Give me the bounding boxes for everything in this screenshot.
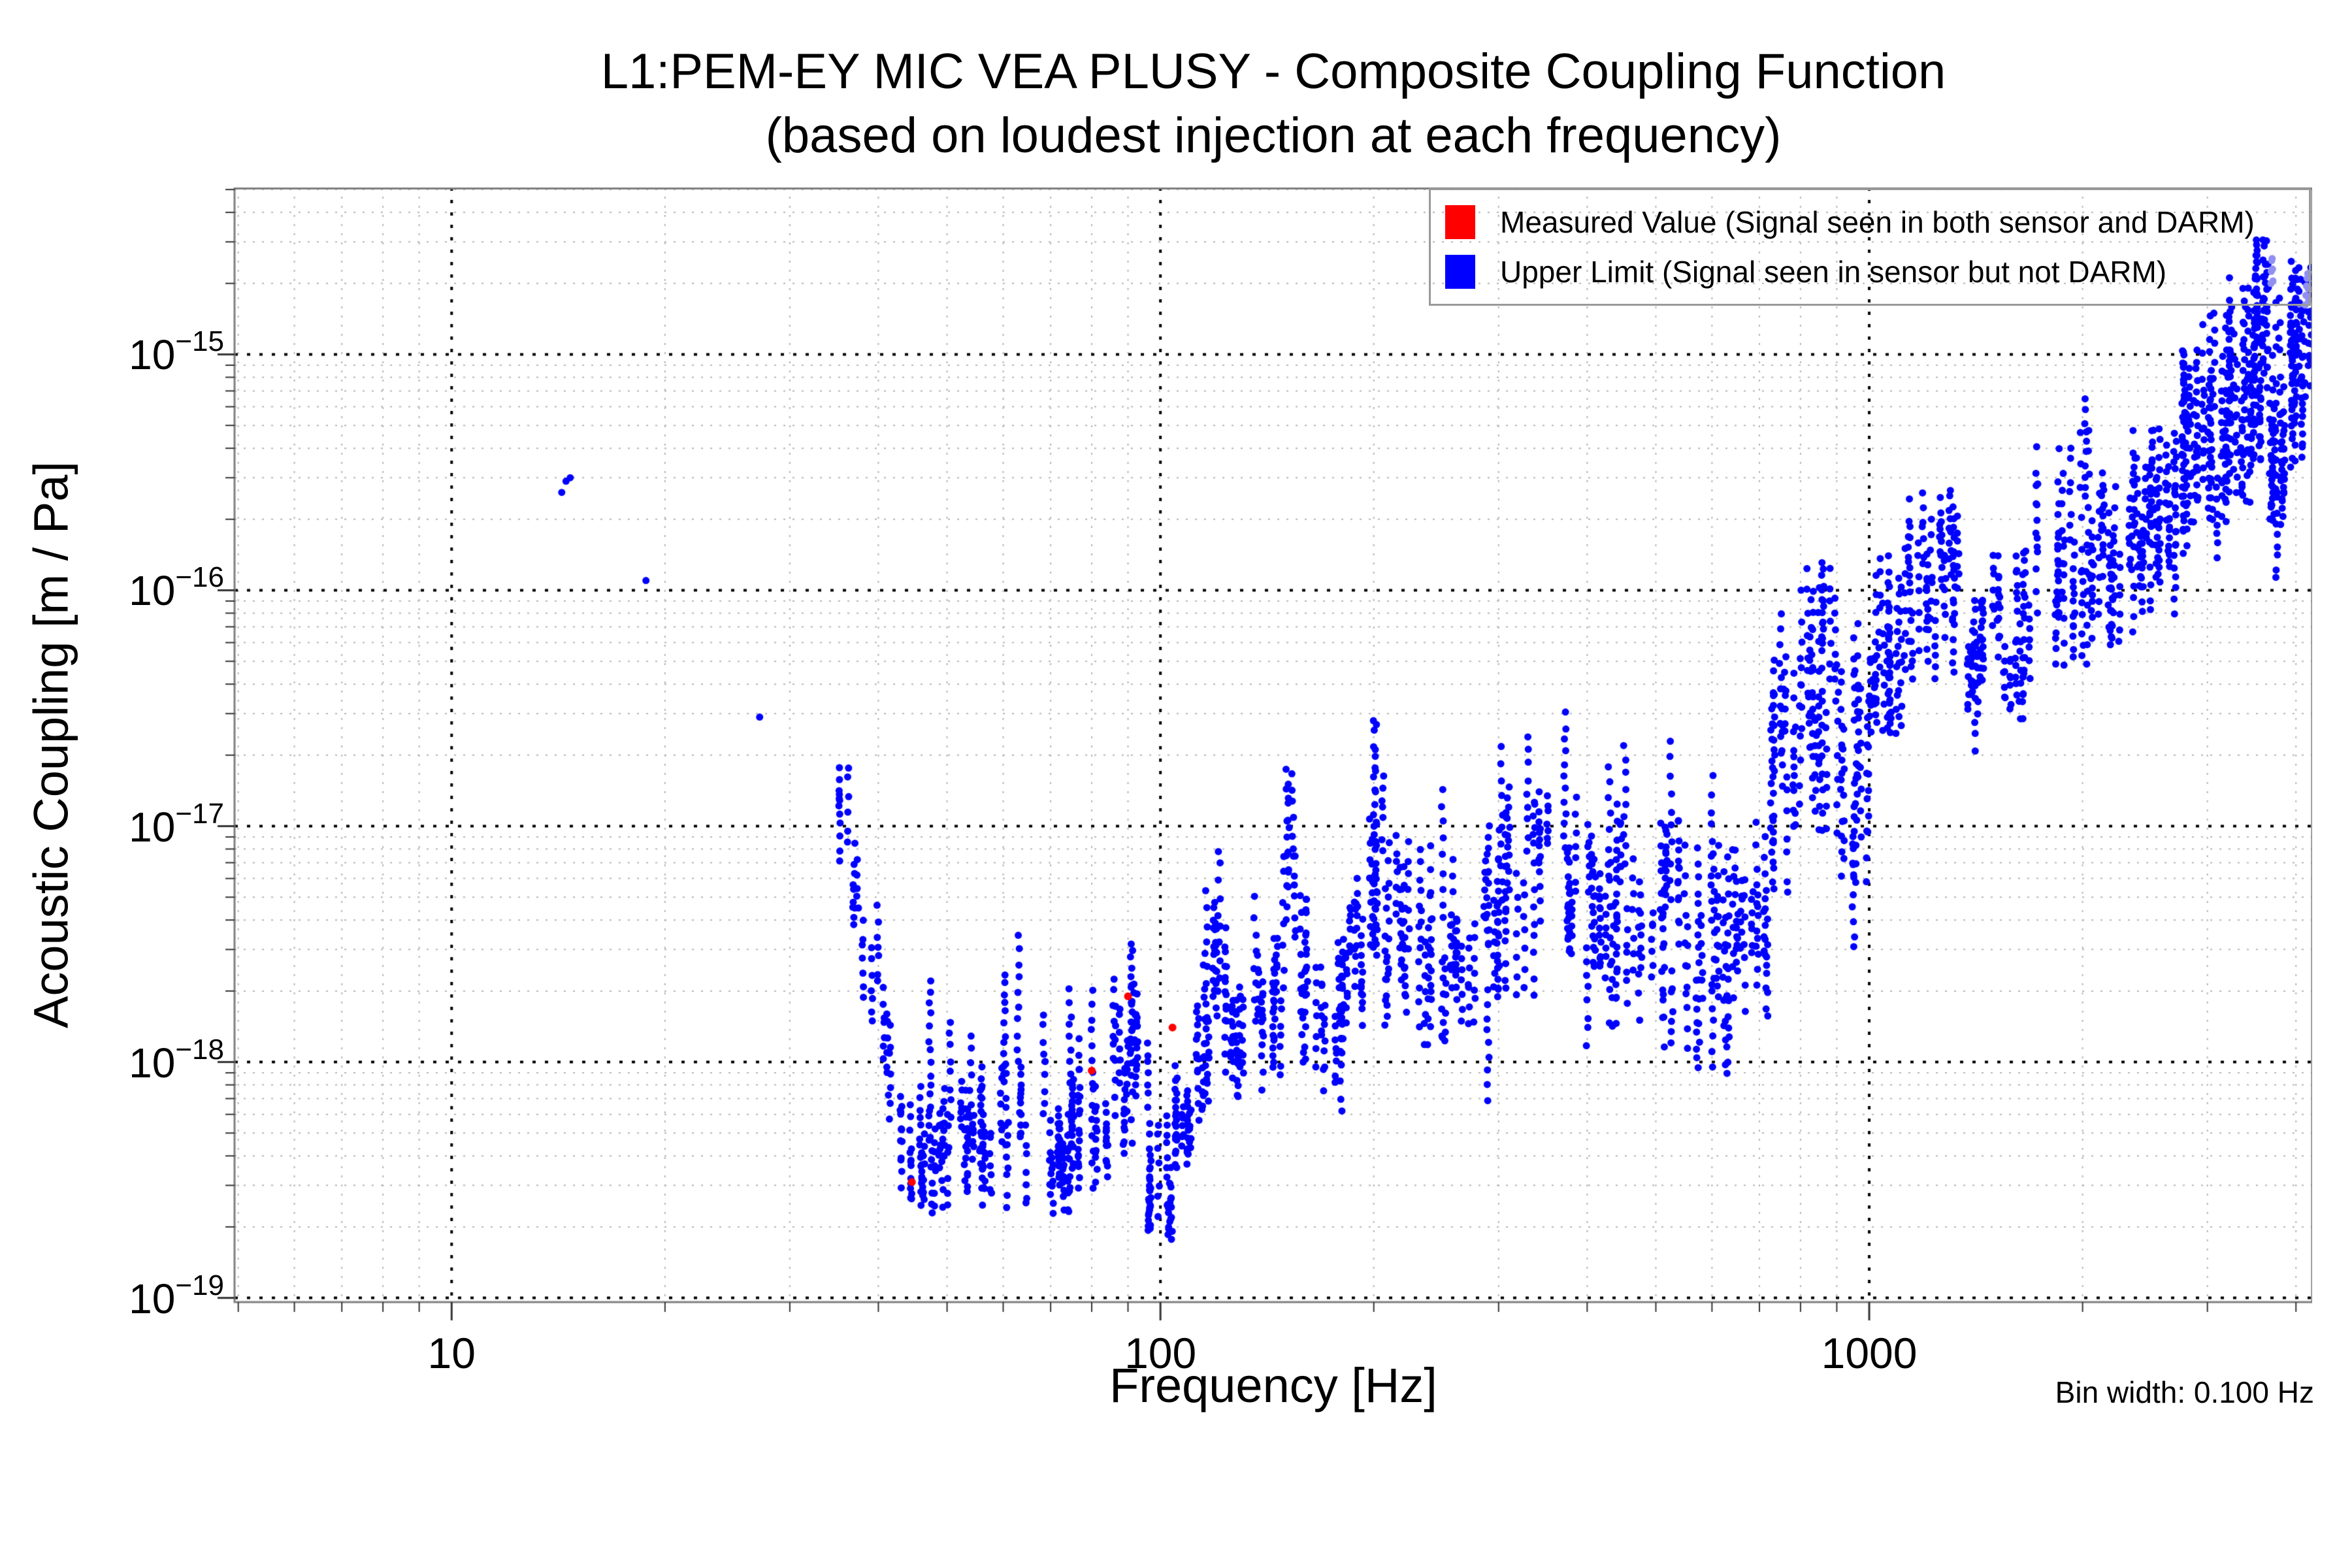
- legend-item-upper-limit: Upper Limit (Signal seen in sensor but n…: [1445, 254, 2309, 289]
- x-tick-label: 1000: [1821, 1329, 1918, 1377]
- y-axis-label: Acoustic Coupling [m / Pa]: [24, 461, 78, 1028]
- chart-title-line-1: L1:PEM-EY MIC VEA PLUSY - Composite Coup…: [600, 44, 1946, 99]
- x-tick-label: 10: [427, 1329, 476, 1377]
- y-tick-label: 10−19: [129, 1269, 224, 1322]
- legend: Measured Value (Signal seen in both sens…: [1429, 188, 2311, 306]
- measured-value-swatch: [1445, 205, 1475, 239]
- x-tick-label: 100: [1124, 1329, 1197, 1377]
- legend-item-measured: Measured Value (Signal seen in both sens…: [1445, 204, 2309, 240]
- y-tick-label: 10−15: [129, 325, 224, 379]
- chart-title-line-2: (based on loudest injection at each freq…: [765, 108, 1782, 163]
- y-tick-label: 10−18: [129, 1033, 224, 1086]
- y-tick-label: 10−17: [129, 797, 224, 851]
- plot-canvas: [208, 188, 2312, 1331]
- y-tick-label: 10−16: [129, 561, 224, 615]
- upper-limit-swatch: [1445, 255, 1475, 289]
- legend-label-measured: Measured Value (Signal seen in both sens…: [1500, 205, 2255, 239]
- x-axis-label: Frequency [Hz]: [1109, 1358, 1437, 1413]
- legend-label-upper-limit: Upper Limit (Signal seen in sensor but n…: [1500, 255, 2167, 289]
- bin-width-note: Bin width: 0.100 Hz: [2055, 1375, 2314, 1409]
